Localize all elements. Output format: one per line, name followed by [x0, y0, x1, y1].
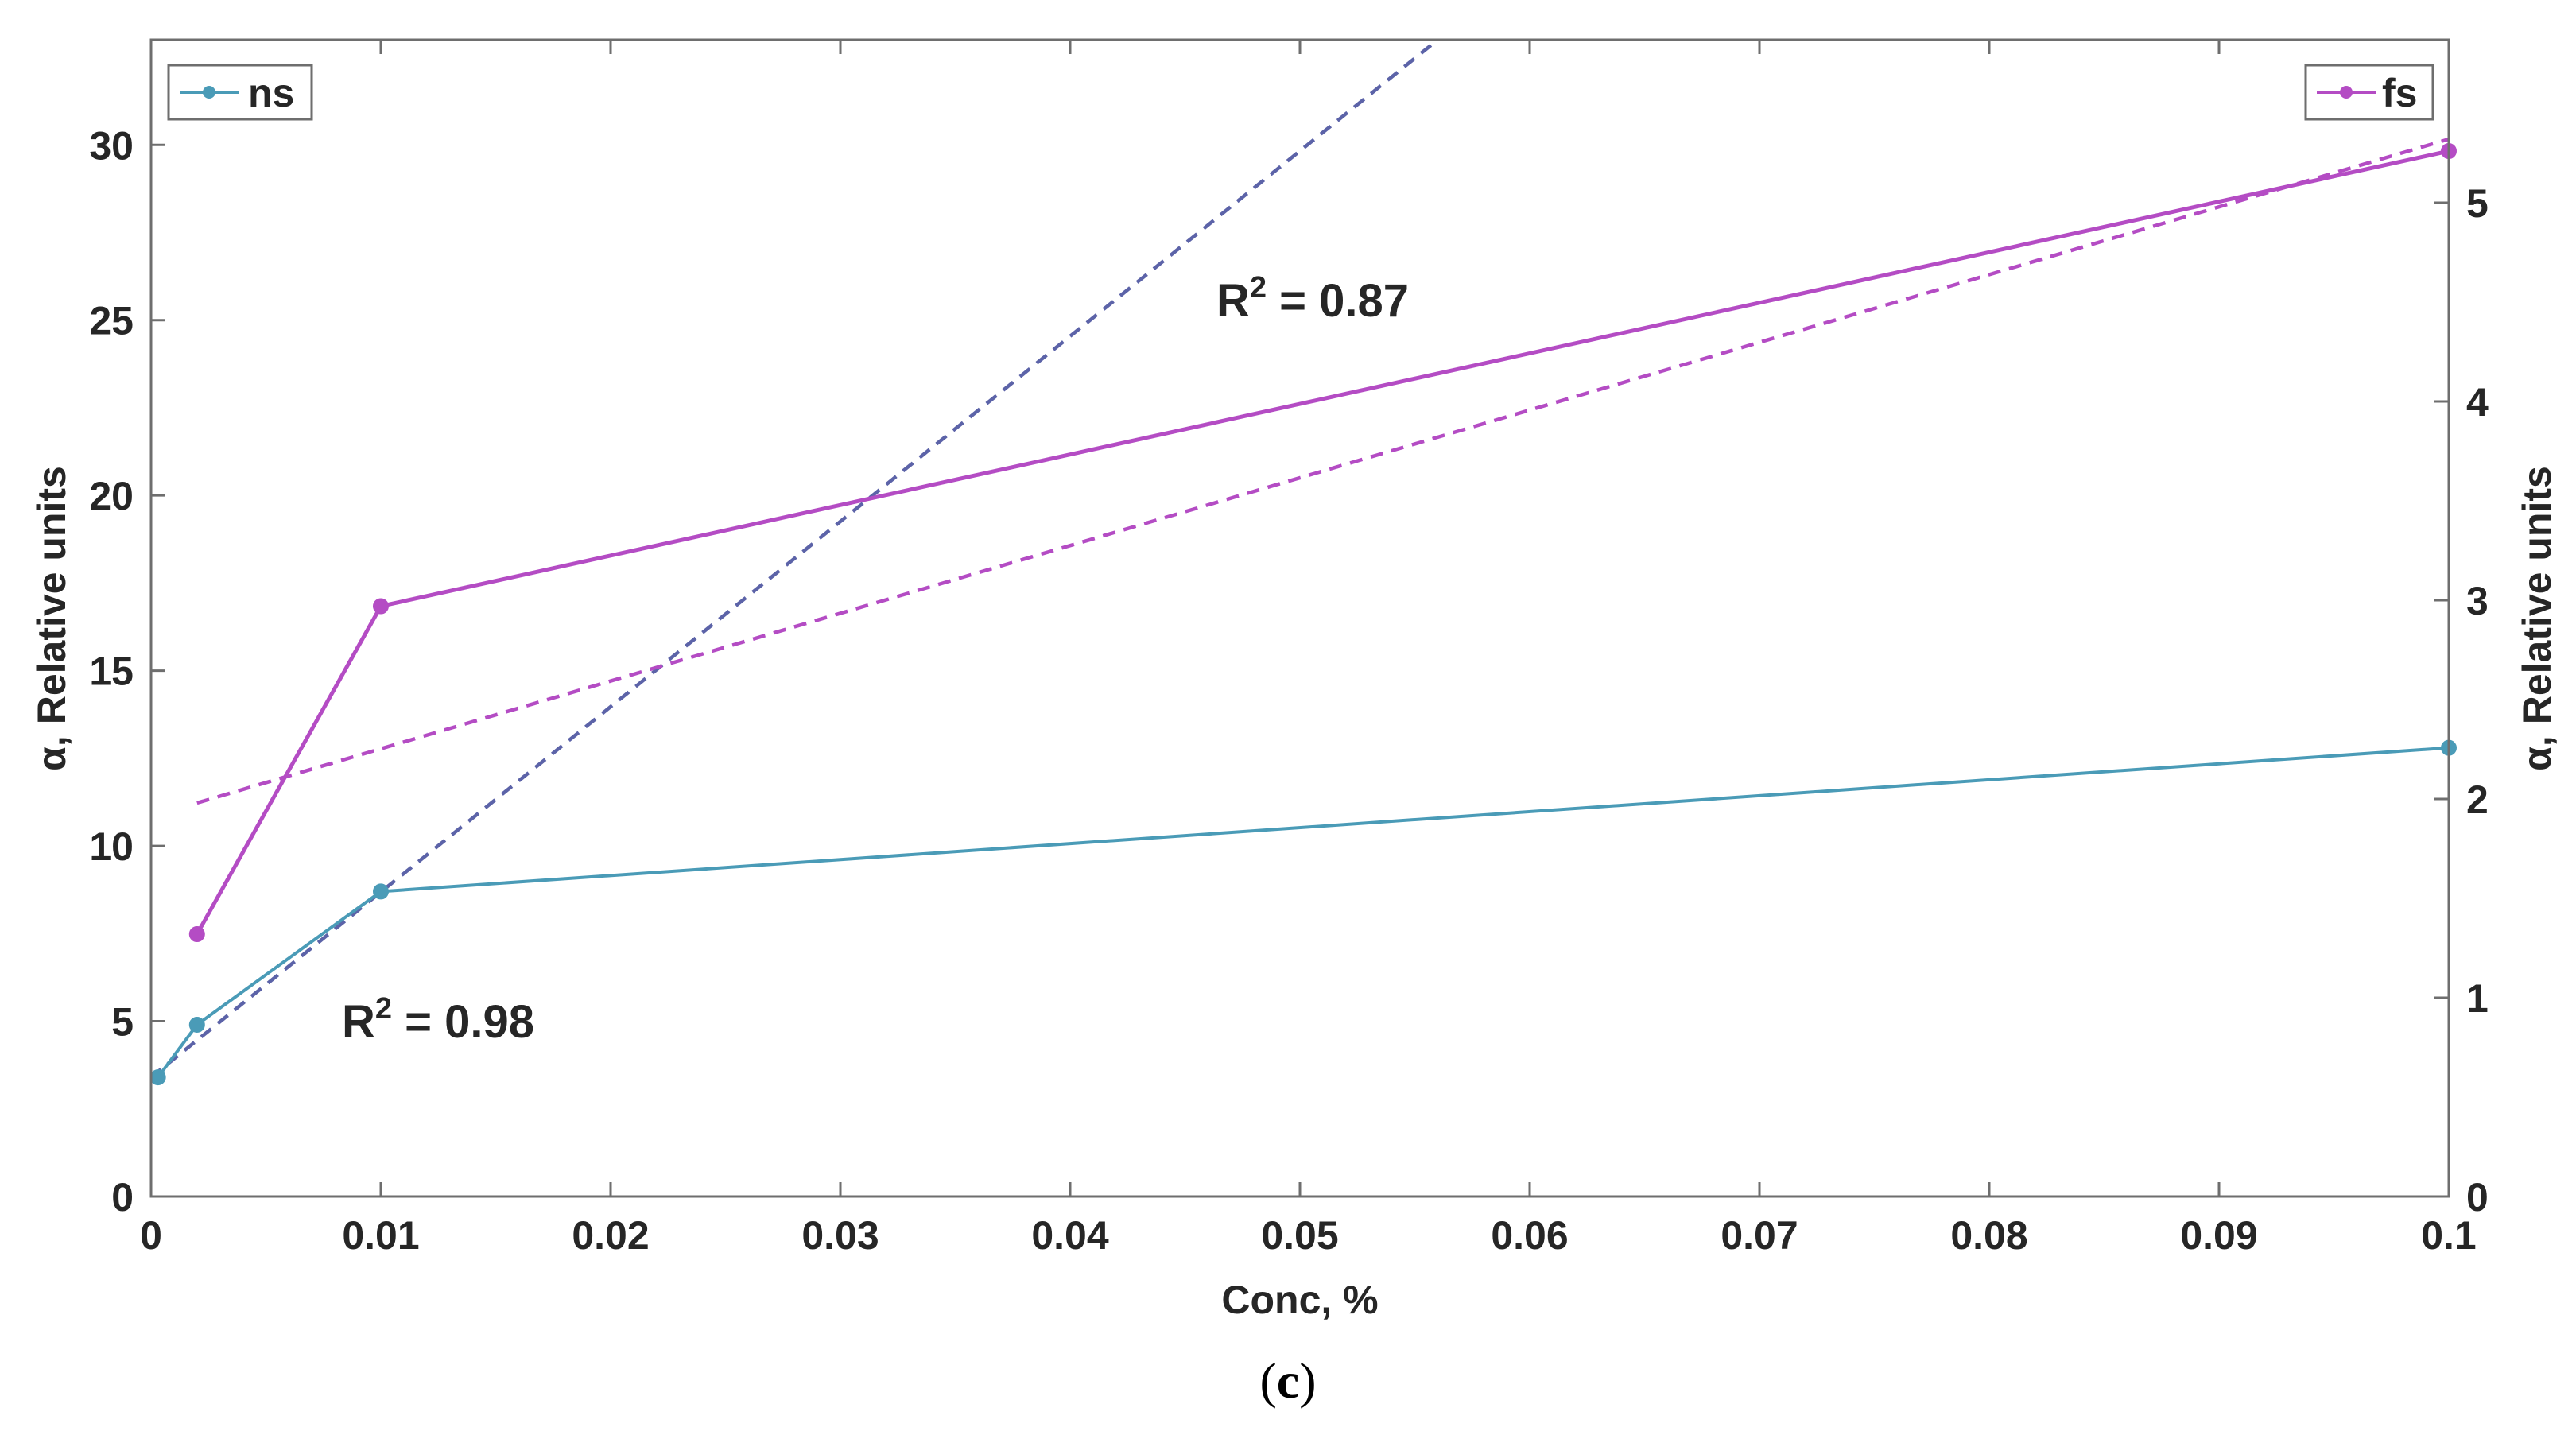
y-right-tick-label: 1 — [2466, 976, 2489, 1021]
y-left-tick-label: 20 — [89, 474, 134, 518]
caption-letter: c — [1276, 1352, 1300, 1409]
x-tick-label: 0.06 — [1491, 1213, 1568, 1258]
x-tick-label: 0.02 — [572, 1213, 649, 1258]
x-axis-title: Conc, % — [1221, 1278, 1378, 1322]
legend-ns-label: ns — [248, 71, 294, 115]
data-point-ns[interactable] — [373, 883, 389, 900]
y-left-tick-label: 30 — [89, 123, 134, 168]
r2-fs-label: R — [1216, 275, 1250, 327]
y-left-tick-label: 5 — [111, 1000, 134, 1045]
y-right-tick-label: 5 — [2466, 181, 2489, 226]
data-point-ns[interactable] — [188, 1016, 205, 1033]
r2-ns-suffix: = 0.98 — [392, 996, 534, 1048]
r2-annotation-fs: R2 = 0.87 — [1216, 271, 1409, 327]
x-tick-label: 0.04 — [1031, 1213, 1109, 1258]
r2-fs-sup: 2 — [1250, 271, 1267, 304]
fit-line-ns — [151, 40, 1439, 1079]
fit-lines-layer — [151, 40, 2449, 1079]
series-line-ns — [157, 746, 2450, 1079]
ticks-layer: 0 0.01 0.02 0.03 0.04 0.05 0.06 0.07 0.08 0.09 0.1… — [89, 40, 2489, 1258]
axis-titles: Conc, % α, Relative units α, Relative un… — [29, 466, 2559, 1322]
figure-caption: (c) — [0, 1352, 2576, 1410]
y-axis-title-left: α, Relative units — [29, 466, 74, 771]
caption-open: ( — [1259, 1352, 1277, 1409]
y-left-tick-label: 10 — [89, 824, 134, 869]
fit-line-fs — [196, 137, 2449, 805]
y-right-tick-label: 2 — [2466, 778, 2489, 822]
x-tick-label: 0.05 — [1261, 1213, 1338, 1258]
y-right-tick-label: 3 — [2466, 579, 2489, 623]
legend-fs-marker — [2340, 86, 2353, 99]
y-right-tick-label: 4 — [2466, 380, 2489, 425]
data-point-fs[interactable] — [373, 598, 389, 615]
x-tick-label: 0.07 — [1721, 1213, 1798, 1258]
legend-ns[interactable]: ns — [167, 64, 313, 121]
y-left-tick-label: 25 — [89, 299, 134, 343]
data-point-fs[interactable] — [188, 926, 205, 942]
chart: 0 0.01 0.02 0.03 0.04 0.05 0.06 0.07 0.08 0.09 0.1… — [29, 38, 2559, 1322]
r2-ns-sup: 2 — [375, 992, 392, 1026]
x-tick-label: 0.1 — [2421, 1213, 2477, 1258]
caption-close: ) — [1299, 1352, 1317, 1409]
x-tick-label: 0.01 — [342, 1213, 419, 1258]
y-left-tick-label: 0 — [111, 1175, 134, 1220]
x-tick-label: 0.03 — [801, 1213, 879, 1258]
series-line-fs — [195, 149, 2450, 936]
y-right-tick-label: 0 — [2466, 1175, 2489, 1220]
r2-fs-suffix: = 0.87 — [1267, 275, 1409, 327]
annotations-layer: R2 = 0.87 R2 = 0.98 — [342, 271, 1409, 1048]
y-axis-title-right: α, Relative units — [2515, 466, 2559, 771]
legend-fs[interactable]: fs — [2304, 64, 2434, 121]
data-point-ns[interactable] — [149, 1069, 166, 1086]
legend-ns-marker — [203, 86, 215, 99]
x-tick-label: 0.09 — [2180, 1213, 2257, 1258]
y-left-tick-label: 15 — [89, 650, 134, 694]
x-tick-label: 0.08 — [1950, 1213, 2027, 1258]
r2-annotation-ns: R2 = 0.98 — [342, 992, 534, 1048]
legend-layer: ns fs — [167, 64, 2434, 121]
legend-fs-label: fs — [2382, 71, 2417, 115]
x-tick-label: 0 — [140, 1213, 162, 1258]
r2-ns-label: R — [342, 996, 375, 1048]
